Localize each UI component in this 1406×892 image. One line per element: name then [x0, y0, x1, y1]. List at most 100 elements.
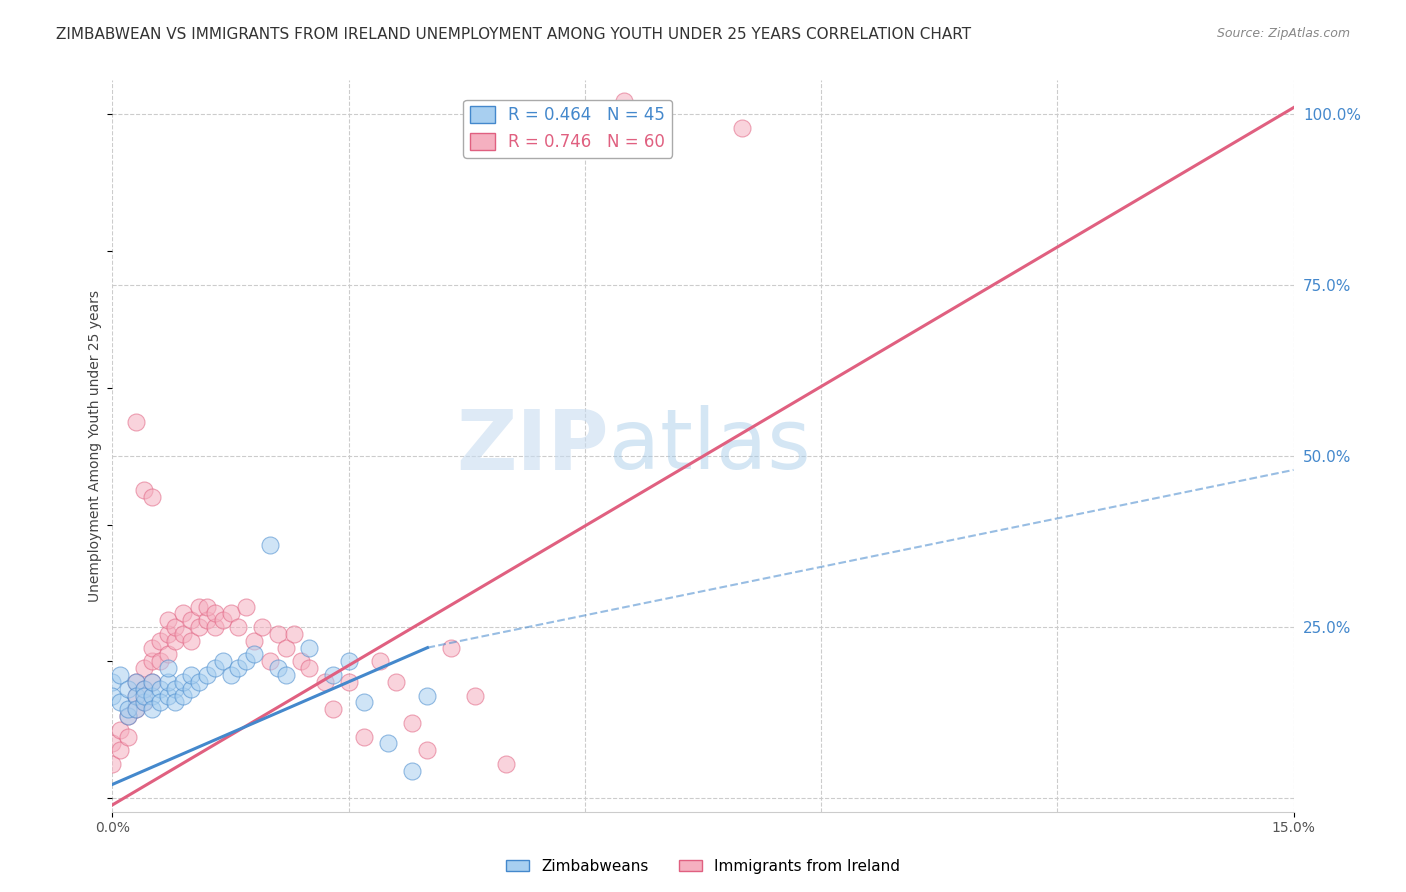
Point	[165, 633, 187, 648]
Point	[132, 661, 155, 675]
Point	[110, 723, 132, 737]
Point	[353, 695, 375, 709]
Legend: Zimbabweans, Immigrants from Ireland: Zimbabweans, Immigrants from Ireland	[499, 853, 907, 880]
Point	[117, 681, 139, 696]
Point	[101, 736, 124, 750]
Point	[219, 668, 242, 682]
Point	[283, 627, 305, 641]
Text: ZIMBABWEAN VS IMMIGRANTS FROM IRELAND UNEMPLOYMENT AMONG YOUTH UNDER 25 YEARS CO: ZIMBABWEAN VS IMMIGRANTS FROM IRELAND UN…	[56, 27, 972, 42]
Point	[298, 661, 321, 675]
Point	[235, 654, 257, 668]
Point	[125, 674, 148, 689]
Point	[188, 674, 211, 689]
Point	[165, 620, 187, 634]
Point	[228, 620, 250, 634]
Point	[195, 599, 218, 614]
Point	[117, 730, 139, 744]
Point	[125, 415, 148, 429]
Point	[156, 689, 179, 703]
Point	[110, 695, 132, 709]
Text: ZIP: ZIP	[456, 406, 609, 486]
Point	[141, 640, 163, 655]
Point	[125, 702, 148, 716]
Point	[211, 654, 233, 668]
Point	[385, 674, 408, 689]
Point	[141, 674, 163, 689]
Point	[149, 633, 172, 648]
Point	[101, 674, 124, 689]
Point	[110, 743, 132, 757]
Point	[110, 668, 132, 682]
Point	[211, 613, 233, 627]
Point	[416, 743, 439, 757]
Point	[132, 483, 155, 498]
Point	[125, 702, 148, 716]
Point	[101, 689, 124, 703]
Point	[141, 490, 163, 504]
Point	[219, 607, 242, 621]
Point	[267, 661, 290, 675]
Point	[156, 613, 179, 627]
Text: atlas: atlas	[609, 406, 810, 486]
Point	[149, 695, 172, 709]
Point	[401, 715, 423, 730]
Point	[731, 121, 754, 136]
Point	[172, 689, 194, 703]
Point	[132, 689, 155, 703]
Point	[141, 674, 163, 689]
Point	[416, 689, 439, 703]
Text: Source: ZipAtlas.com: Source: ZipAtlas.com	[1216, 27, 1350, 40]
Point	[165, 681, 187, 696]
Point	[250, 620, 273, 634]
Point	[125, 689, 148, 703]
Legend: R = 0.464   N = 45, R = 0.746   N = 60: R = 0.464 N = 45, R = 0.746 N = 60	[464, 100, 672, 158]
Point	[228, 661, 250, 675]
Point	[132, 695, 155, 709]
Point	[314, 674, 336, 689]
Point	[117, 702, 139, 716]
Point	[298, 640, 321, 655]
Point	[172, 674, 194, 689]
Point	[613, 94, 636, 108]
Point	[141, 654, 163, 668]
Point	[290, 654, 312, 668]
Point	[141, 702, 163, 716]
Point	[156, 674, 179, 689]
Point	[132, 681, 155, 696]
Point	[204, 607, 226, 621]
Point	[243, 648, 266, 662]
Point	[188, 620, 211, 634]
Point	[259, 654, 281, 668]
Point	[337, 654, 360, 668]
Point	[337, 674, 360, 689]
Point	[180, 668, 202, 682]
Point	[259, 538, 281, 552]
Point	[235, 599, 257, 614]
Point	[188, 599, 211, 614]
Point	[156, 627, 179, 641]
Point	[117, 709, 139, 723]
Point	[204, 620, 226, 634]
Point	[322, 668, 344, 682]
Point	[243, 633, 266, 648]
Point	[274, 640, 297, 655]
Point	[180, 633, 202, 648]
Y-axis label: Unemployment Among Youth under 25 years: Unemployment Among Youth under 25 years	[89, 290, 103, 602]
Point	[125, 674, 148, 689]
Point	[172, 607, 194, 621]
Point	[149, 681, 172, 696]
Point	[440, 640, 463, 655]
Point	[172, 627, 194, 641]
Point	[165, 695, 187, 709]
Point	[368, 654, 391, 668]
Point	[274, 668, 297, 682]
Point	[141, 689, 163, 703]
Point	[353, 730, 375, 744]
Point	[377, 736, 399, 750]
Point	[156, 661, 179, 675]
Point	[195, 668, 218, 682]
Point	[149, 654, 172, 668]
Point	[322, 702, 344, 716]
Point	[495, 756, 517, 771]
Point	[180, 681, 202, 696]
